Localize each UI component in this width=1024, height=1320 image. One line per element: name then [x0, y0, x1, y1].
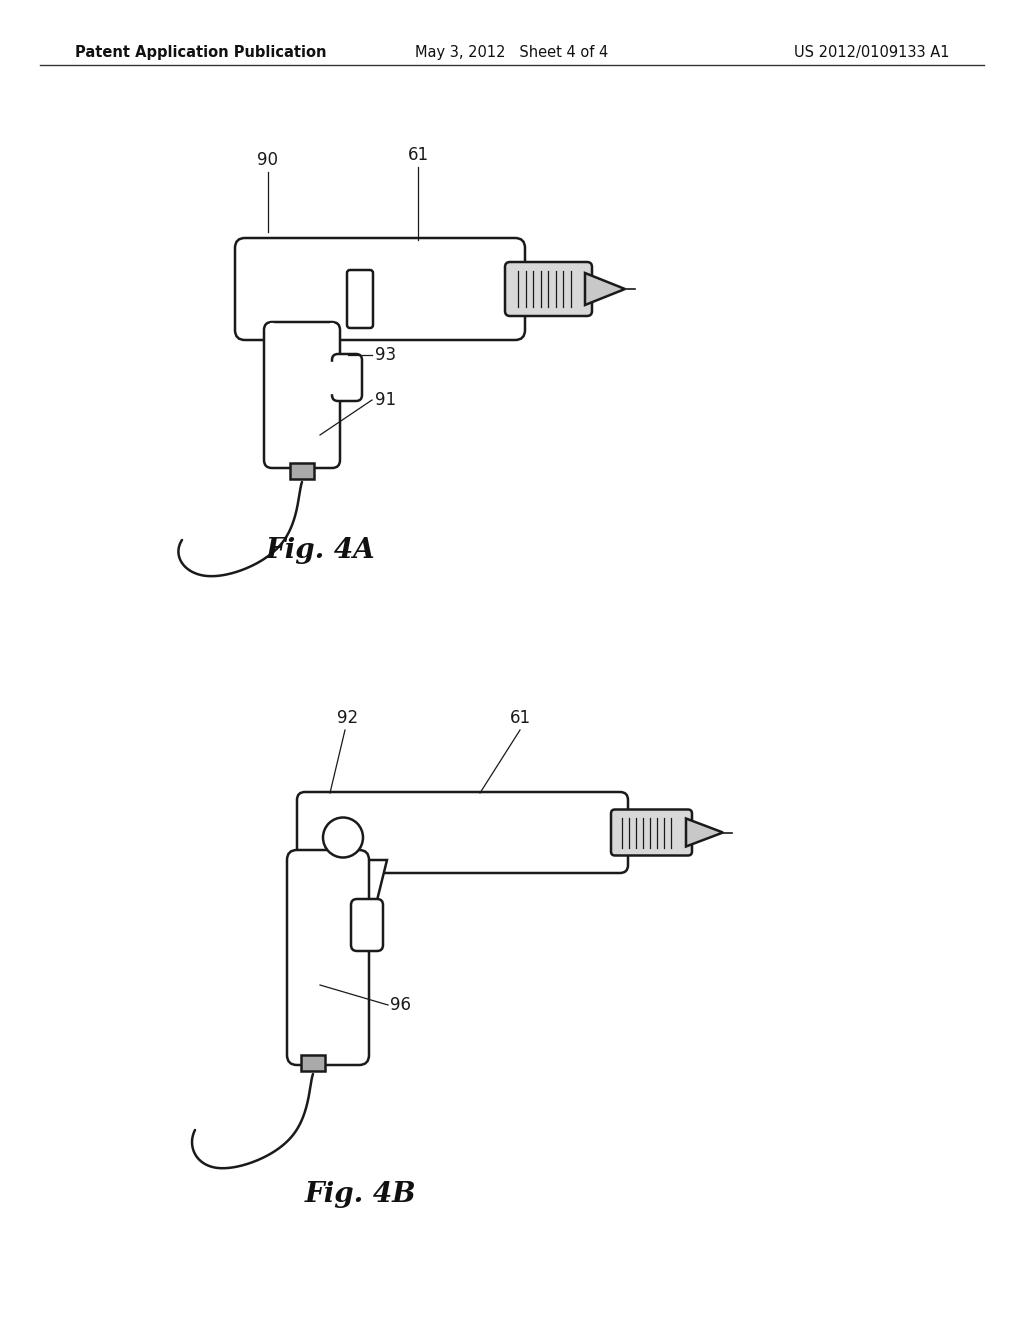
FancyBboxPatch shape	[297, 792, 628, 873]
Text: 61: 61	[408, 147, 429, 164]
Text: US 2012/0109133 A1: US 2012/0109133 A1	[795, 45, 950, 59]
Text: 93: 93	[375, 346, 396, 364]
FancyBboxPatch shape	[505, 261, 592, 315]
Polygon shape	[298, 861, 387, 1049]
Bar	[301, 1055, 325, 1071]
FancyBboxPatch shape	[332, 354, 362, 401]
FancyBboxPatch shape	[611, 809, 692, 855]
FancyBboxPatch shape	[347, 271, 373, 327]
FancyBboxPatch shape	[287, 850, 369, 1065]
Text: May 3, 2012   Sheet 4 of 4: May 3, 2012 Sheet 4 of 4	[416, 45, 608, 59]
FancyBboxPatch shape	[351, 899, 383, 950]
Text: Fig. 4B: Fig. 4B	[304, 1181, 416, 1209]
Polygon shape	[585, 273, 625, 305]
Bar	[290, 463, 314, 479]
Polygon shape	[300, 857, 362, 876]
Polygon shape	[686, 818, 723, 846]
Text: 90: 90	[257, 150, 279, 169]
Text: Patent Application Publication: Patent Application Publication	[75, 45, 327, 59]
Text: 61: 61	[509, 709, 530, 727]
FancyBboxPatch shape	[264, 322, 340, 469]
Text: Fig. 4A: Fig. 4A	[265, 536, 375, 564]
Polygon shape	[329, 362, 356, 393]
FancyBboxPatch shape	[234, 238, 525, 341]
Circle shape	[323, 817, 362, 858]
Text: 96: 96	[390, 997, 411, 1014]
Text: 91: 91	[375, 391, 396, 409]
Text: 92: 92	[338, 709, 358, 727]
Polygon shape	[274, 329, 330, 345]
